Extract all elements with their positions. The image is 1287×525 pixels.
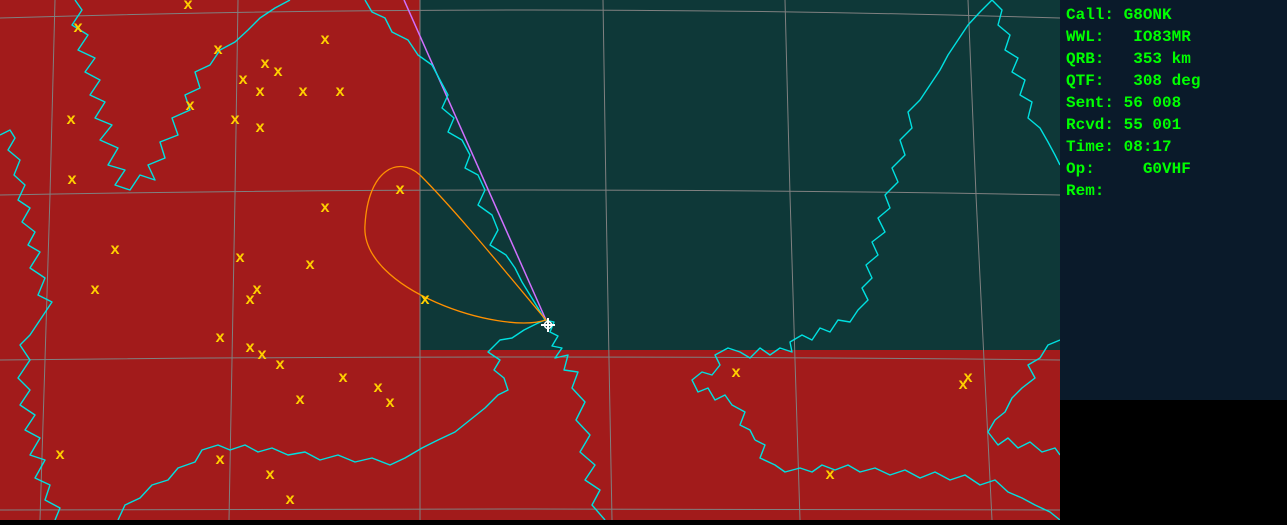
map-svg: xxxxxxxxxxxxxxxxxxxxxxxxxxxxxxxxxxxxxxxx xyxy=(0,0,1060,520)
station-marker: x xyxy=(275,356,285,374)
station-marker: x xyxy=(320,31,330,49)
station-marker: x xyxy=(963,369,973,387)
grid-square xyxy=(975,180,1060,350)
station-marker: x xyxy=(245,339,255,357)
grid-square xyxy=(40,350,232,520)
station-marker: x xyxy=(338,369,348,387)
station-marker: x xyxy=(213,41,223,59)
station-marker: x xyxy=(373,379,383,397)
info-panel-lower xyxy=(1060,400,1287,520)
grid-square xyxy=(606,180,795,350)
grid-square xyxy=(790,180,984,350)
station-marker: x xyxy=(731,364,741,382)
station-marker: x xyxy=(215,451,225,469)
station-marker: x xyxy=(305,256,315,274)
station-marker: x xyxy=(238,71,248,89)
info-panel: Call: G8ONK WWL: IO83MR QRB: 353 km QTF:… xyxy=(1060,0,1287,520)
station-marker: x xyxy=(265,466,275,484)
station-marker: x xyxy=(235,249,245,267)
station-marker: x xyxy=(395,181,405,199)
station-marker: x xyxy=(295,391,305,409)
grid-square xyxy=(45,180,235,350)
grid-square xyxy=(0,350,45,520)
station-marker: x xyxy=(285,491,295,509)
station-marker: x xyxy=(255,119,265,137)
grid-square xyxy=(984,350,1060,520)
station-marker: x xyxy=(385,394,395,412)
station-marker: x xyxy=(183,0,193,14)
station-marker: x xyxy=(257,346,267,364)
station-marker: x xyxy=(66,111,76,129)
grid-square xyxy=(785,0,975,180)
station-marker: x xyxy=(255,83,265,101)
grid-square xyxy=(229,350,420,520)
grid-square xyxy=(420,0,606,180)
station-marker: x xyxy=(185,97,195,115)
station-marker: x xyxy=(825,466,835,484)
station-marker: x xyxy=(273,63,283,81)
qso-info-text: Call: G8ONK WWL: IO83MR QRB: 353 km QTF:… xyxy=(1066,4,1200,202)
grid-square xyxy=(968,0,1060,180)
station-marker: x xyxy=(110,241,120,259)
station-marker: x xyxy=(90,281,100,299)
station-marker: x xyxy=(73,19,83,37)
station-marker: x xyxy=(320,199,330,217)
station-marker: x xyxy=(67,171,77,189)
station-marker: x xyxy=(420,291,430,309)
grid-square xyxy=(609,350,800,520)
grid-square xyxy=(603,0,790,180)
station-marker: x xyxy=(298,83,308,101)
station-marker: x xyxy=(215,329,225,347)
station-marker: x xyxy=(55,446,65,464)
station-marker: x xyxy=(260,55,270,73)
grid-square xyxy=(0,0,55,180)
station-marker: x xyxy=(230,111,240,129)
map-area[interactable]: xxxxxxxxxxxxxxxxxxxxxxxxxxxxxxxxxxxxxxxx xyxy=(0,0,1060,520)
station-marker: x xyxy=(245,291,255,309)
station-marker: x xyxy=(335,83,345,101)
